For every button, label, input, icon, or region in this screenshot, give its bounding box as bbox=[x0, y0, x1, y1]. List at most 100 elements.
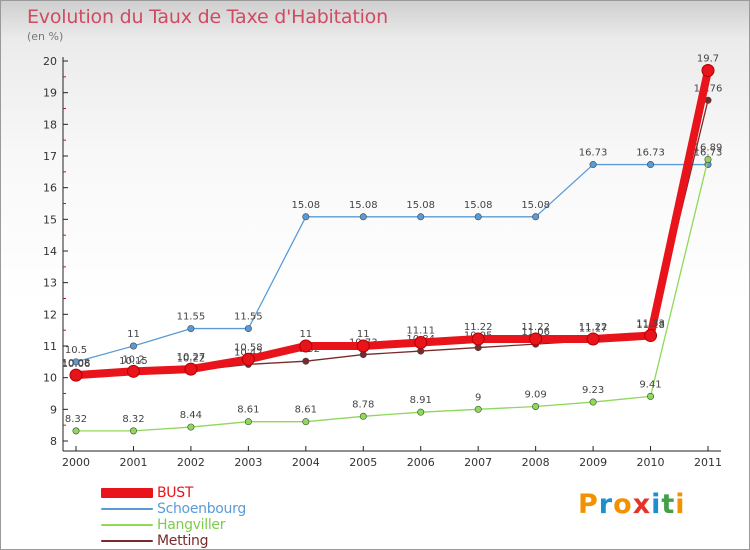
data-label-schoenbourg: 15.08 bbox=[521, 200, 550, 211]
legend-label-metting: Metting bbox=[157, 533, 209, 549]
data-point-schoenbourg bbox=[417, 213, 425, 221]
data-point-hangviller bbox=[187, 423, 195, 431]
y-tick-label: 12 bbox=[43, 308, 57, 321]
y-tick-label: 20 bbox=[43, 55, 57, 68]
data-point-hangviller bbox=[302, 418, 310, 426]
data-point-bust bbox=[701, 64, 715, 77]
chart-unit: (en %) bbox=[27, 30, 64, 43]
data-point-bust bbox=[529, 332, 543, 346]
data-point-bust bbox=[69, 368, 83, 382]
y-tick-label: 11 bbox=[43, 340, 57, 353]
data-label-bust: 11.22 bbox=[464, 322, 493, 333]
data-label-schoenbourg: 11.55 bbox=[234, 312, 263, 323]
y-tick-label: 18 bbox=[43, 118, 57, 131]
y-tick-label: 8 bbox=[50, 435, 57, 448]
data-point-hangviller bbox=[704, 155, 712, 163]
data-label-bust: 11.22 bbox=[521, 322, 550, 333]
data-point-bust bbox=[356, 339, 370, 353]
data-label-schoenbourg: 16.73 bbox=[636, 148, 665, 159]
x-tick-label: 2010 bbox=[637, 456, 665, 469]
data-point-hangviller bbox=[359, 412, 367, 420]
data-label-bust: 10.08 bbox=[62, 358, 91, 369]
y-tick-label: 16 bbox=[43, 182, 57, 195]
series-line-bust bbox=[72, 66, 712, 380]
data-label-hangviller: 9 bbox=[475, 392, 481, 403]
x-tick-label: 2000 bbox=[62, 456, 90, 469]
data-label-bust: 10.58 bbox=[234, 342, 263, 353]
data-label-metting: 10.15 bbox=[119, 356, 148, 367]
y-tick-label: 13 bbox=[43, 277, 57, 290]
x-tick-label: 2009 bbox=[579, 456, 607, 469]
data-label-hangviller: 9.41 bbox=[639, 379, 661, 390]
data-label-bust: 10.27 bbox=[177, 352, 206, 363]
data-label-hangviller: 8.61 bbox=[295, 405, 317, 416]
data-point-hangviller bbox=[129, 427, 137, 435]
legend-swatch-metting bbox=[101, 540, 153, 542]
data-label-bust: 10.2 bbox=[122, 354, 144, 365]
data-point-schoenbourg bbox=[244, 325, 252, 333]
data-point-bust bbox=[644, 329, 658, 343]
data-label-bust: 11 bbox=[299, 329, 312, 340]
data-label-bust: 11.11 bbox=[406, 326, 435, 337]
data-label-hangviller: 8.61 bbox=[237, 405, 259, 416]
data-point-bust bbox=[471, 332, 485, 346]
y-tick-label: 14 bbox=[43, 245, 57, 258]
y-tick-label: 15 bbox=[43, 213, 57, 226]
data-point-hangviller bbox=[417, 408, 425, 416]
data-label-metting: 11.17 bbox=[579, 324, 608, 335]
data-point-hangviller bbox=[244, 418, 252, 426]
x-tick-label: 2008 bbox=[522, 456, 550, 469]
data-label-bust: 19.7 bbox=[697, 54, 719, 65]
data-label-schoenbourg: 15.08 bbox=[464, 200, 493, 211]
data-label-bust: 11.33 bbox=[636, 319, 665, 330]
data-label-schoenbourg: 16.73 bbox=[694, 148, 723, 159]
proxiti-logo: Proxiti bbox=[578, 489, 686, 520]
data-label-bust: 11 bbox=[357, 329, 370, 340]
series-line-schoenbourg bbox=[75, 163, 709, 363]
data-point-metting bbox=[302, 357, 310, 365]
data-point-bust bbox=[586, 332, 600, 346]
data-label-hangviller: 16.89 bbox=[694, 142, 723, 153]
x-tick-label: 2006 bbox=[407, 456, 435, 469]
legend-label-bust: BUST bbox=[157, 485, 194, 501]
data-point-hangviller bbox=[589, 398, 597, 406]
data-label-hangviller: 8.32 bbox=[65, 414, 87, 425]
data-point-schoenbourg bbox=[359, 213, 367, 221]
data-label-schoenbourg: 10.5 bbox=[65, 345, 87, 356]
x-tick-label: 2005 bbox=[349, 456, 377, 469]
data-label-schoenbourg: 15.08 bbox=[406, 200, 435, 211]
x-tick-label: 2004 bbox=[292, 456, 320, 469]
legend-swatch-hangviller bbox=[101, 524, 153, 526]
data-point-hangviller bbox=[647, 392, 655, 400]
x-tick-label: 2011 bbox=[694, 456, 722, 469]
data-point-hangviller bbox=[532, 402, 540, 410]
data-label-bust: 11.22 bbox=[579, 322, 608, 333]
data-point-bust bbox=[126, 364, 140, 378]
data-point-bust bbox=[241, 352, 255, 366]
data-label-schoenbourg: 16.73 bbox=[579, 148, 608, 159]
data-point-bust bbox=[299, 339, 313, 353]
chart-title: Evolution du Taux de Taxe d'Habitation bbox=[27, 6, 388, 28]
x-tick-label: 2001 bbox=[119, 456, 147, 469]
x-tick-label: 2007 bbox=[464, 456, 492, 469]
data-point-schoenbourg bbox=[474, 213, 482, 221]
data-point-schoenbourg bbox=[129, 342, 137, 350]
legend-swatch-schoenbourg bbox=[101, 508, 153, 510]
y-tick-label: 10 bbox=[43, 372, 57, 385]
data-point-schoenbourg bbox=[302, 213, 310, 221]
data-label-schoenbourg: 15.08 bbox=[291, 200, 320, 211]
data-label-metting: 10.22 bbox=[177, 354, 206, 365]
data-point-schoenbourg bbox=[187, 325, 195, 333]
data-label-hangviller: 8.44 bbox=[180, 410, 202, 421]
legend-label-schoenbourg: Schoenbourg bbox=[157, 501, 246, 517]
data-point-bust bbox=[184, 362, 198, 376]
y-tick-label: 19 bbox=[43, 87, 57, 100]
data-label-hangviller: 8.78 bbox=[352, 399, 374, 410]
data-point-schoenbourg bbox=[589, 161, 597, 169]
data-point-hangviller bbox=[72, 427, 80, 435]
data-point-schoenbourg bbox=[647, 161, 655, 169]
data-label-schoenbourg: 11.55 bbox=[177, 312, 206, 323]
data-point-hangviller bbox=[474, 405, 482, 413]
